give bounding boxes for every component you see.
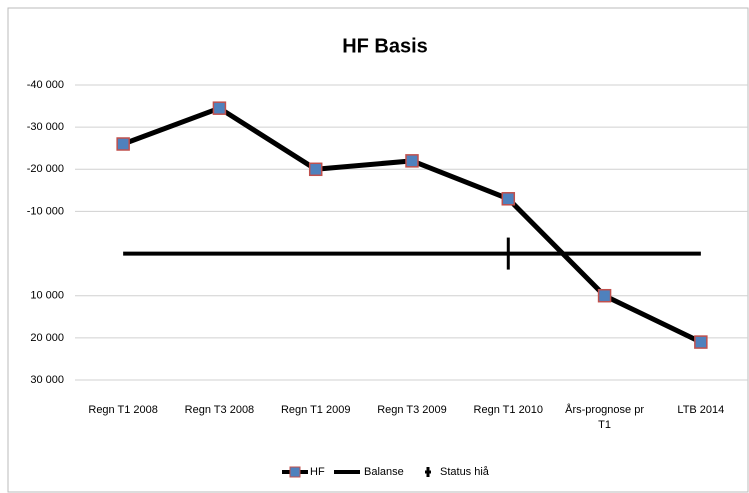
legend-swatch	[425, 467, 431, 477]
data-marker	[694, 335, 708, 349]
x-tick-label: Regn T1 2009	[280, 404, 351, 416]
y-tick-label: 20 000	[30, 332, 64, 344]
chart-border	[7, 7, 749, 493]
y-tick-label: 10 000	[30, 290, 64, 302]
y-tick-label: -40 000	[27, 79, 64, 91]
x-tick-label: LTB 2014	[677, 404, 725, 416]
x-tick-label: Regn T3 2009	[377, 404, 447, 416]
x-tick-label: Regn T3 2008	[184, 404, 255, 416]
x-tick-label: Regn T1 2008	[88, 404, 158, 416]
y-tick-label: -10 000	[27, 205, 64, 217]
chart-title: HF Basis	[342, 35, 428, 57]
legend-swatch	[289, 466, 301, 478]
legend-label: Balanse	[364, 466, 404, 478]
legend-label: HF	[310, 466, 325, 478]
data-marker	[405, 154, 419, 168]
y-tick-label: -30 000	[27, 121, 64, 133]
data-marker	[597, 288, 612, 303]
data-marker	[308, 162, 323, 177]
legend-label: Status hiå	[440, 466, 490, 478]
data-marker	[116, 137, 130, 151]
data-marker	[212, 101, 227, 115]
x-tick-label: Regn T1 2010	[473, 404, 544, 416]
series-line	[122, 105, 702, 345]
y-tick-label: -20 000	[27, 163, 64, 175]
x-tick-label: Års-prognose pr T1	[565, 404, 644, 431]
data-marker	[501, 192, 516, 206]
y-tick-label: 30 000	[30, 374, 64, 386]
